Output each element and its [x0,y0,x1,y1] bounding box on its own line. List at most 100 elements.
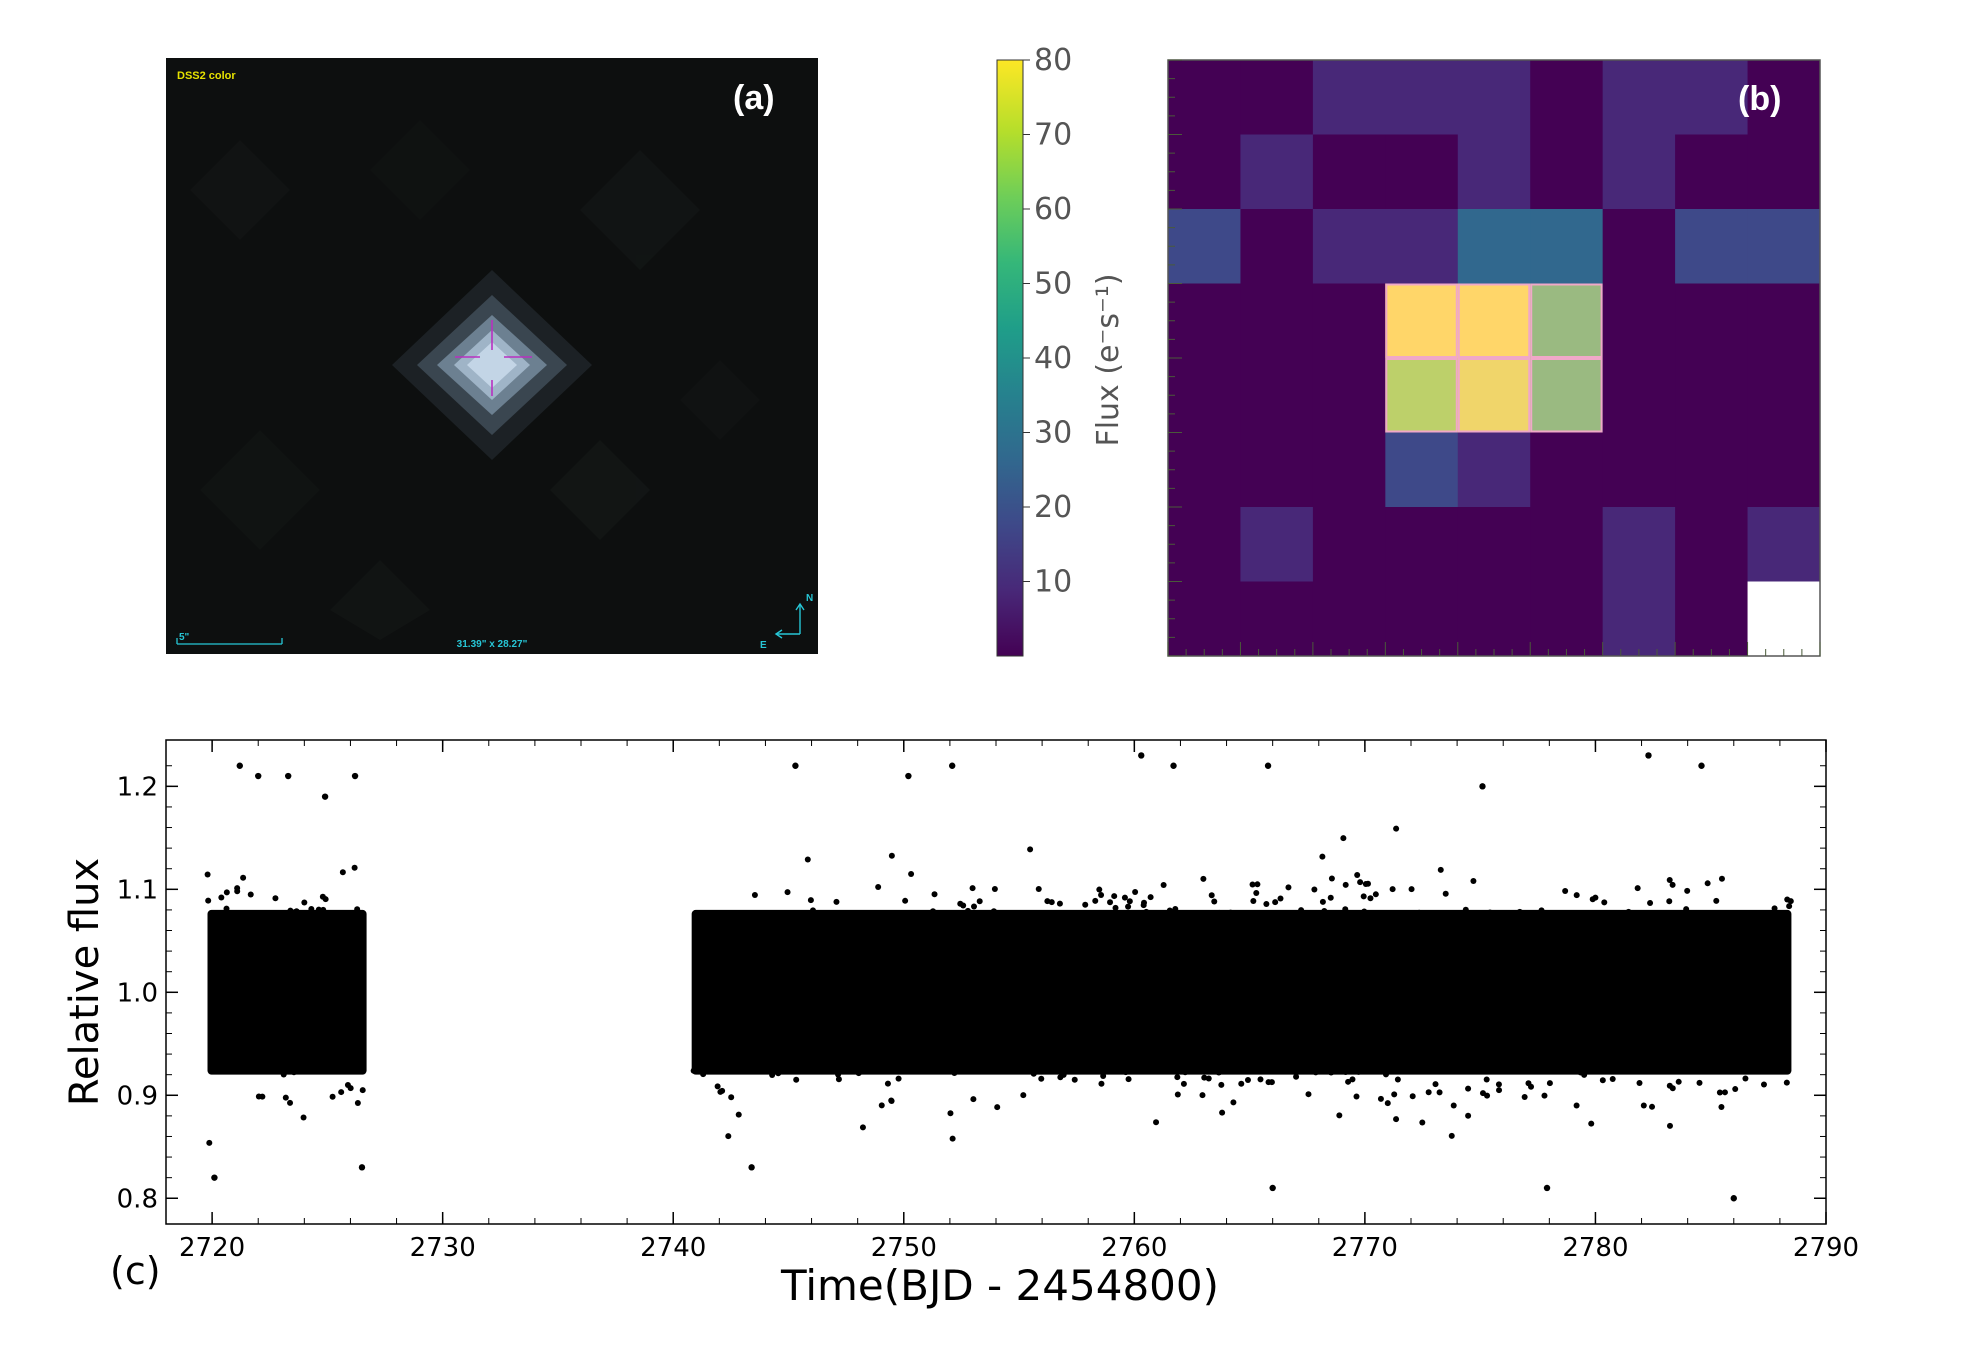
lightcurve-point [1652,913,1659,920]
lightcurve-point [1787,898,1794,905]
lightcurve-point [1218,1081,1225,1088]
tpf-heatmap [1168,60,1821,657]
lightcurve-point [1208,892,1215,899]
heatmap-cell [1385,134,1459,210]
lightcurve-point [754,1064,761,1071]
lightcurve-point [240,874,247,881]
lightcurve-outlier [1264,762,1272,769]
lightcurve-point [1180,1080,1187,1087]
heatmap-cell [1530,134,1604,210]
lightcurve-point [1060,1071,1067,1078]
lightcurve-point [1718,875,1725,882]
panel-c: 2720 2730 2740 2750 2760 2770 2780 2790 0.8 0.9 1… [62,739,1859,1310]
lightcurve-point [1174,1091,1181,1098]
heatmap-cell [1675,60,1749,135]
lightcurve-point [1361,908,1368,915]
aperture-pixel [1530,358,1603,433]
lightcurve-outlier [1698,762,1705,769]
aperture-border [1530,358,1603,433]
lightcurve-point [1118,1063,1125,1070]
lightcurve-point [1382,1071,1389,1078]
survey-label: DSS2 color [177,70,236,82]
x-tick-label: 2760 [1101,1233,1167,1263]
lightcurve-point [951,1070,958,1077]
lightcurve-point [835,1076,842,1083]
lightcurve-point [1718,1104,1725,1111]
lightcurve-point [1153,1119,1160,1126]
lightcurve-point [1625,908,1632,915]
lightcurve-point [291,909,298,916]
colorbar-tick-label: 10 [1034,565,1072,600]
lightcurve-point [344,1081,351,1088]
lightcurve-point [1486,914,1493,921]
lightcurve-point [1121,894,1128,901]
aperture-pixel [1457,283,1531,358]
y-tick-label: 1.0 [117,978,158,1008]
heatmap-cell [1312,60,1386,135]
x-axis-label: Time(BJD - 2454800) [780,1261,1219,1310]
lightcurve-point [1298,907,1305,914]
lightcurve-point [959,911,966,918]
lightcurve-point [1354,871,1361,878]
lightcurve-point [1053,1065,1060,1072]
heatmap-cell [1457,432,1531,508]
lightcurve-point [1024,911,1031,918]
lightcurve-point [1125,1076,1132,1083]
lightcurve-point [1125,903,1132,910]
lightcurve-point [971,903,978,910]
heatmap-cell [1602,432,1676,508]
heatmap-cell [1168,507,1241,582]
scale-bar [176,638,283,645]
lightcurve-point [949,1135,956,1142]
lightcurve-point [1200,875,1207,882]
lightcurve-point [1585,1066,1592,1073]
lightcurve-point [1098,892,1105,899]
lightcurve-point [1030,1070,1037,1077]
lightcurve-point [1479,1090,1486,1097]
lightcurve-point [721,914,728,921]
lightcurve-point [1112,904,1119,911]
lightcurve-point [1277,895,1284,902]
lightcurve-point [1188,917,1195,924]
lightcurve-point [1342,906,1349,913]
lightcurve-point [1389,886,1396,893]
lightcurve-point [1216,909,1223,916]
lightcurve-point [1092,897,1099,904]
lightcurve-point [1147,915,1154,922]
lightcurve-point [1450,1102,1457,1109]
lightcurve-point [1669,881,1676,888]
lightcurve-point [1636,1079,1643,1086]
lightcurve-point [888,852,895,859]
lightcurve-point [1651,1067,1658,1074]
lightcurve-point [1038,1075,1045,1082]
target-star [392,270,592,460]
lightcurve-point [1673,1065,1680,1072]
lightcurve-point [1305,1091,1312,1098]
heatmap-cell [1675,507,1749,582]
lightcurve-point [1384,1100,1391,1107]
lightcurve-point [1684,887,1691,894]
lightcurve-point [308,905,315,912]
heatmap-cell [1312,432,1386,508]
lightcurve-point [1203,1065,1210,1072]
x-tick-label: 2720 [179,1233,245,1263]
aperture-border [1385,283,1458,358]
lightcurve-point [882,910,889,917]
x-axis-ticks: 2720 2730 2740 2750 2760 2770 2780 2790 [165,740,1859,1263]
lightcurve-point [1328,875,1335,882]
lightcurve-point [964,907,971,914]
lightcurve-point [719,1087,726,1094]
lightcurve-point [1372,891,1379,898]
lightcurve-point [855,1070,862,1077]
lightcurve-point [1409,1093,1416,1100]
lightcurve-point [1704,880,1711,887]
lightcurve-point [223,905,230,912]
colorbar-label: Flux (e⁻s⁻¹) [1091,273,1126,446]
lightcurve-point [1114,912,1121,919]
lightcurve-point [751,892,758,899]
lightcurve-point [1496,1087,1503,1094]
lightcurve-point [262,1064,269,1071]
lightcurve-point [282,1094,289,1101]
lightcurve-point [929,908,936,915]
lightcurve-point [895,1075,902,1082]
